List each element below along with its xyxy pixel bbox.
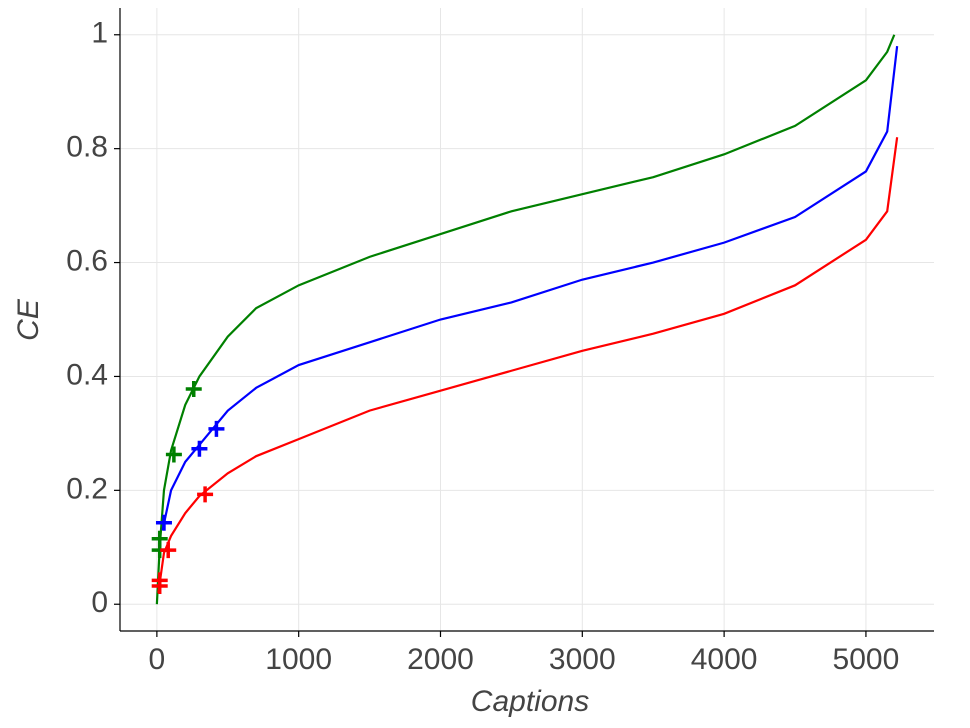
marker [155, 514, 172, 531]
marker [185, 380, 202, 397]
marker [165, 446, 182, 463]
y-tick-label: 0.6 [66, 244, 108, 277]
y-tick-label: 0.8 [66, 131, 108, 164]
x-axis-label: Captions [471, 685, 589, 718]
marker [208, 420, 225, 437]
x-tick-label: 3000 [549, 643, 616, 676]
marker [160, 542, 177, 559]
y-tick-label: 1 [91, 17, 108, 50]
line [155, 34, 896, 605]
line [157, 137, 899, 594]
x-tick-label: 0 [149, 643, 166, 676]
marker [151, 572, 168, 589]
marker [151, 530, 168, 547]
x-tick-label: 2000 [407, 643, 474, 676]
x-tick-label: 5000 [833, 643, 900, 676]
y-axis-label: CE [12, 298, 45, 341]
y-tick-label: 0.4 [66, 358, 108, 391]
marker [191, 440, 208, 457]
y-tick-label: 0.2 [66, 472, 108, 505]
marker [197, 486, 214, 503]
x-tick-label: 4000 [691, 643, 758, 676]
x-tick-label: 1000 [265, 643, 332, 676]
y-tick-label: 0 [91, 586, 108, 619]
